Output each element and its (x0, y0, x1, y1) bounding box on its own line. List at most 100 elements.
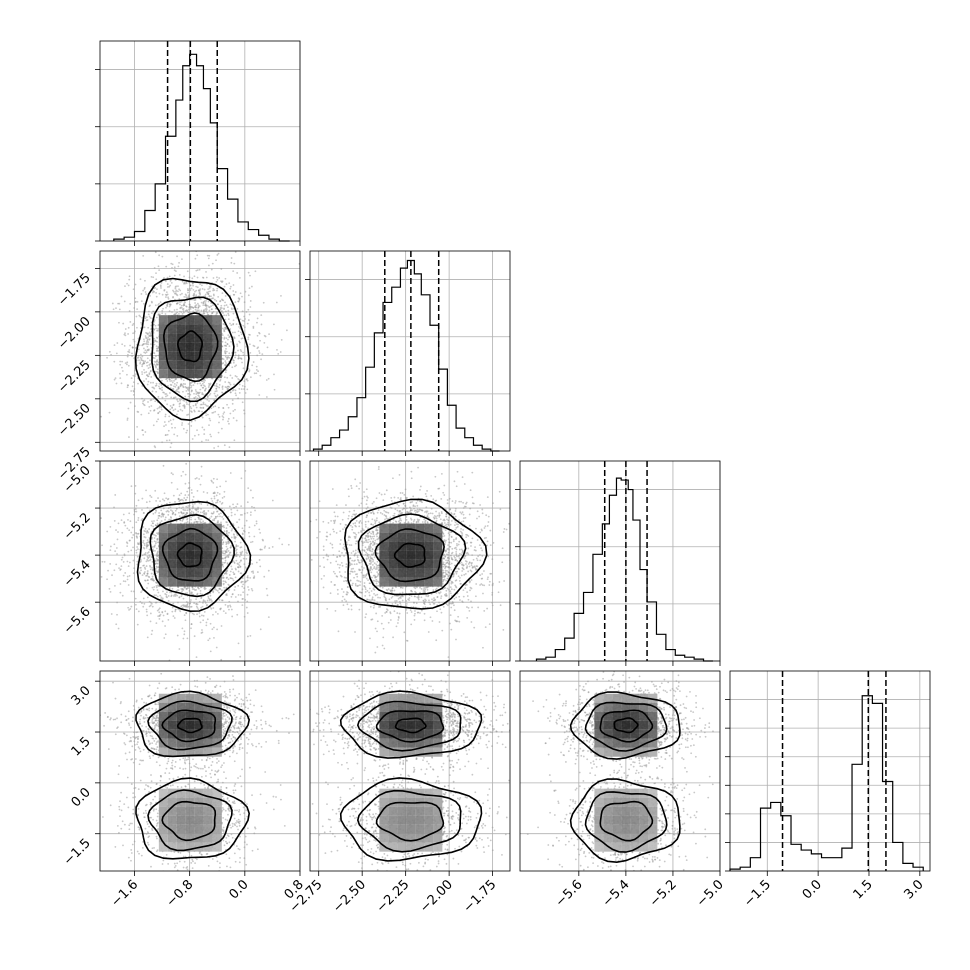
sample-point (194, 299, 197, 301)
sample-point (142, 289, 145, 292)
sample-point (176, 381, 179, 384)
sample-point (222, 416, 225, 419)
sample-point (216, 254, 219, 256)
sample-point (202, 600, 205, 603)
sample-point (207, 595, 210, 598)
density-contour (151, 296, 235, 403)
sample-point (222, 368, 224, 370)
sample-point (194, 396, 197, 398)
sample-point (130, 605, 133, 608)
sample-point (190, 389, 193, 392)
sample-point (136, 555, 139, 558)
sample-point (143, 368, 145, 371)
sample-point (211, 628, 214, 631)
sample-point (149, 354, 152, 357)
sample-point (237, 570, 240, 573)
sample-point (223, 344, 226, 347)
sample-point (132, 322, 135, 325)
sample-point (198, 395, 200, 397)
density-cell (212, 315, 222, 325)
sample-point (160, 513, 163, 516)
sample-point (230, 340, 233, 343)
sample-point (179, 399, 182, 402)
sample-point (159, 521, 162, 524)
sample-point (224, 612, 227, 615)
sample-point (228, 574, 231, 576)
histogram-step-line (113, 53, 290, 242)
sample-point (124, 524, 127, 527)
sample-point (174, 396, 177, 399)
sample-point (200, 465, 203, 468)
density-cell (203, 333, 213, 343)
sample-point (243, 385, 246, 388)
sample-point (246, 379, 249, 382)
sample-point (247, 487, 250, 490)
sample-point (202, 520, 205, 523)
sample-point (201, 382, 204, 385)
sample-point (247, 319, 250, 321)
sample-point (201, 288, 204, 290)
sample-point (116, 601, 118, 604)
sample-point (147, 375, 149, 378)
sample-point (212, 297, 215, 300)
sample-point (263, 546, 266, 549)
sample-point (249, 514, 252, 516)
sample-point (224, 301, 226, 304)
sample-point (226, 569, 229, 572)
sample-point (143, 536, 146, 538)
sample-point (195, 393, 198, 395)
sample-point (249, 300, 252, 302)
sample-point (224, 604, 227, 606)
sample-point (194, 257, 197, 260)
sample-point (226, 576, 228, 579)
sample-point (124, 328, 127, 330)
sample-point (215, 646, 218, 649)
sample-point (165, 510, 168, 513)
sample-point (97, 547, 99, 549)
sample-point (164, 625, 167, 627)
sample-point (155, 557, 158, 560)
sample-point (151, 575, 154, 578)
sample-point (169, 383, 172, 386)
sample-point (223, 329, 225, 332)
sample-point (208, 394, 211, 396)
sample-point (119, 363, 122, 366)
sample-point (216, 385, 219, 388)
sample-point (149, 409, 152, 412)
sample-point (190, 410, 192, 413)
sample-point (176, 594, 178, 597)
sample-point (239, 655, 242, 658)
sample-point (145, 337, 148, 340)
sample-point (218, 386, 221, 389)
sample-point (155, 420, 158, 423)
sample-point (188, 403, 190, 406)
sample-point (195, 285, 198, 288)
sample-point (133, 357, 136, 360)
sample-point (157, 304, 160, 306)
sample-point (195, 656, 198, 659)
sample-point (174, 593, 177, 596)
sample-point (195, 598, 198, 601)
sample-point (234, 389, 237, 392)
sample-point (170, 442, 173, 445)
sample-point (182, 311, 185, 314)
sample-point (141, 518, 144, 520)
sample-point (156, 337, 159, 339)
sample-point (143, 505, 145, 507)
sample-point (245, 519, 248, 522)
sample-point (130, 590, 133, 593)
sample-point (161, 396, 164, 399)
sample-point (147, 401, 149, 403)
sample-point (253, 345, 256, 348)
sample-point (204, 602, 207, 604)
sample-point (246, 612, 249, 614)
sample-point (124, 362, 127, 365)
sample-point (203, 433, 206, 435)
histogram-step-line (312, 259, 500, 452)
sample-point (225, 347, 227, 350)
sample-point (195, 294, 198, 297)
sample-point (177, 390, 180, 393)
sample-point (158, 254, 161, 257)
sample-point (164, 280, 167, 283)
sample-point (227, 406, 230, 409)
